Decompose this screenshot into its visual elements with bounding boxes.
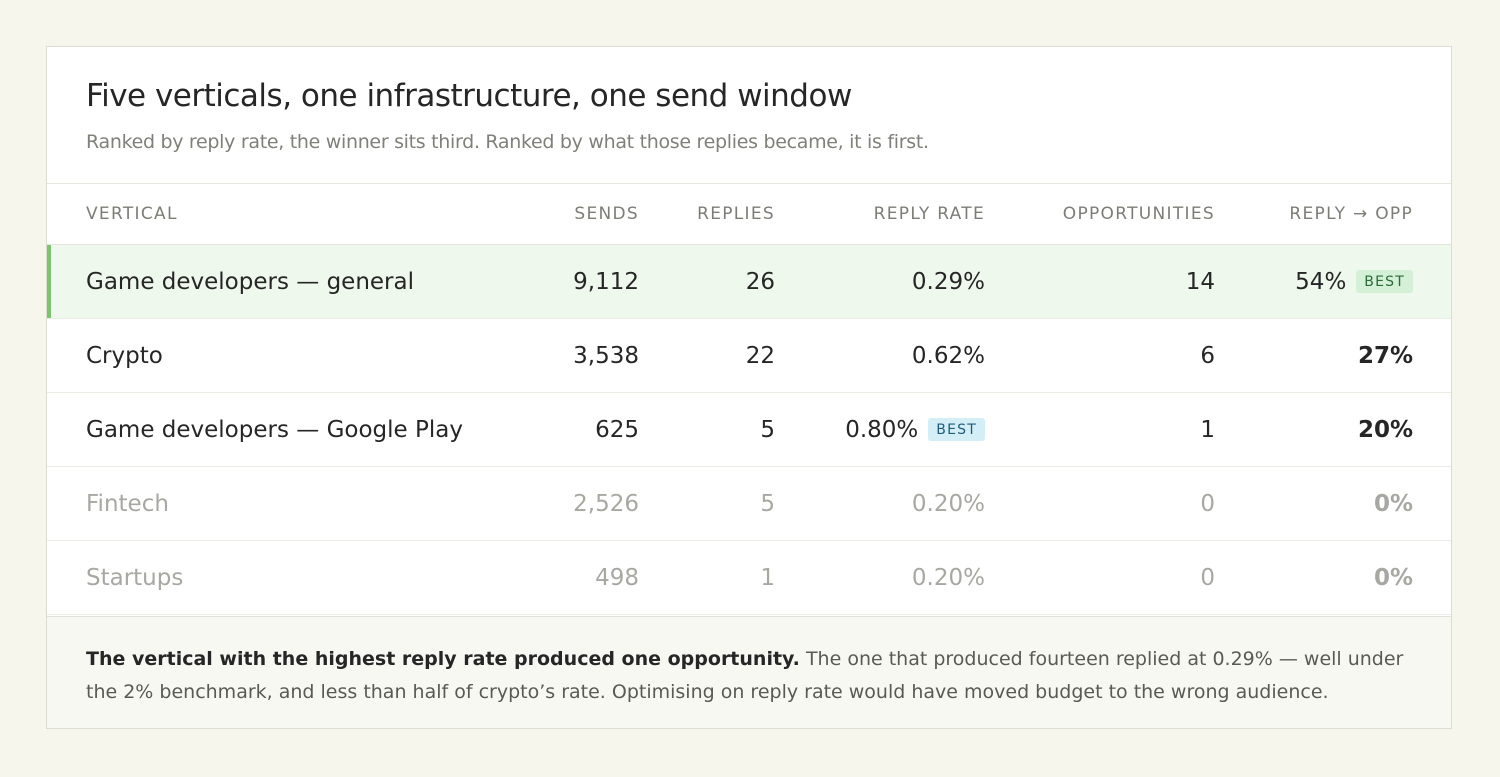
summary-body: The one that produced fourteen replied a…: [86, 648, 1404, 703]
cell-vertical: Crypto: [47, 318, 557, 393]
table-row: Startups 498 1 0.20% 0 0%: [47, 540, 1451, 615]
summary-lead: The vertical with the highest reply rate…: [86, 648, 800, 670]
cell-replies: 5: [639, 392, 775, 467]
cell-vertical: Game developers — Google Play: [47, 392, 557, 467]
cell-replies: 26: [639, 244, 775, 319]
cell-reply-rate-value: 0.80%: [845, 416, 919, 443]
column-header-reply-rate: REPLY RATE: [775, 184, 985, 245]
table-row: Game developers — general 9,112 26 0.29%…: [47, 244, 1451, 319]
verticals-table: VERTICAL SENDS REPLIES REPLY RATE OPPORT…: [47, 184, 1451, 615]
cell-opportunities: 0: [985, 540, 1215, 615]
cell-vertical: Game developers — general: [47, 244, 557, 319]
cell-reply-rate: 0.80% BEST: [775, 392, 985, 467]
card-title: Five verticals, one infrastructure, one …: [86, 78, 852, 114]
column-header-replies: REPLIES: [639, 184, 775, 245]
cell-opportunities: 6: [985, 318, 1215, 393]
comparison-card: Five verticals, one infrastructure, one …: [46, 46, 1452, 729]
cell-sends: 9,112: [557, 244, 639, 319]
cell-reply-rate: 0.29%: [775, 244, 985, 319]
cell-replies: 5: [639, 466, 775, 541]
cell-reply-opp: 54% BEST: [1215, 244, 1451, 319]
cell-reply-opp: 0%: [1215, 540, 1451, 615]
cell-vertical: Startups: [47, 540, 557, 615]
column-header-vertical: VERTICAL: [47, 184, 557, 245]
cell-reply-rate: 0.20%: [775, 466, 985, 541]
cell-reply-opp-value: 54%: [1295, 268, 1347, 295]
cell-reply-opp: 0%: [1215, 466, 1451, 541]
cell-replies: 1: [639, 540, 775, 615]
cell-reply-opp: 20%: [1215, 392, 1451, 467]
column-header-sends: SENDS: [557, 184, 639, 245]
table-row: Game developers — Google Play 625 5 0.80…: [47, 392, 1451, 467]
cell-opportunities: 1: [985, 392, 1215, 467]
cell-vertical: Fintech: [47, 466, 557, 541]
cell-reply-rate: 0.62%: [775, 318, 985, 393]
column-header-opportunities: OPPORTUNITIES: [985, 184, 1215, 245]
cell-sends: 3,538: [557, 318, 639, 393]
card-subtitle: Ranked by reply rate, the winner sits th…: [86, 131, 929, 153]
best-badge: BEST: [928, 417, 985, 441]
column-header-reply-opp: REPLY → OPP: [1215, 184, 1451, 245]
cell-sends: 2,526: [557, 466, 639, 541]
cell-reply-opp: 27%: [1215, 318, 1451, 393]
cell-opportunities: 14: [985, 244, 1215, 319]
card-header: Five verticals, one infrastructure, one …: [47, 47, 1451, 184]
best-badge: BEST: [1356, 269, 1413, 293]
cell-reply-rate: 0.20%: [775, 540, 985, 615]
table-row: Crypto 3,538 22 0.62% 6 27%: [47, 318, 1451, 393]
table-row: Fintech 2,526 5 0.20% 0 0%: [47, 466, 1451, 541]
cell-opportunities: 0: [985, 466, 1215, 541]
cell-replies: 22: [639, 318, 775, 393]
table-header-row: VERTICAL SENDS REPLIES REPLY RATE OPPORT…: [47, 184, 1451, 245]
cell-sends: 498: [557, 540, 639, 615]
summary-note: The vertical with the highest reply rate…: [47, 616, 1451, 728]
cell-sends: 625: [557, 392, 639, 467]
